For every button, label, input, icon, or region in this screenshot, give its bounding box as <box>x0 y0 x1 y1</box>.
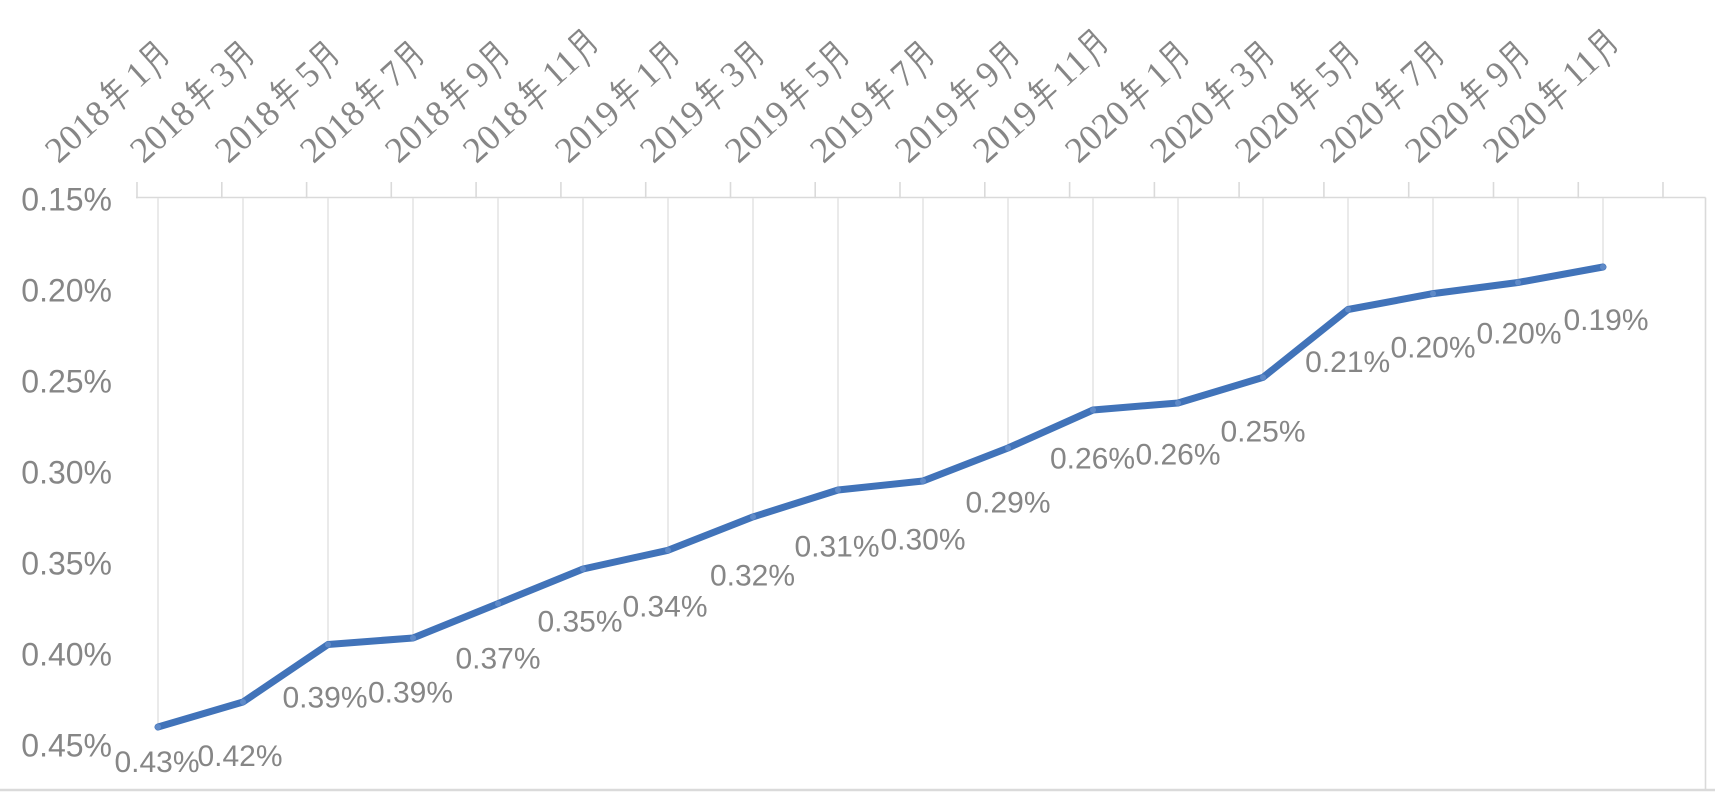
svg-text:0.20%: 0.20% <box>1390 332 1475 365</box>
svg-text:0.30%: 0.30% <box>21 454 112 490</box>
svg-text:0.21%: 0.21% <box>1305 346 1390 379</box>
svg-text:0.31%: 0.31% <box>794 531 879 564</box>
svg-text:0.40%: 0.40% <box>21 636 112 672</box>
svg-text:0.37%: 0.37% <box>455 643 540 676</box>
svg-text:0.25%: 0.25% <box>21 363 112 399</box>
svg-text:0.39%: 0.39% <box>282 682 367 715</box>
svg-text:0.35%: 0.35% <box>537 606 622 639</box>
svg-text:0.32%: 0.32% <box>710 560 795 593</box>
svg-text:0.42%: 0.42% <box>197 740 282 773</box>
svg-text:0.25%: 0.25% <box>1220 415 1305 448</box>
svg-text:0.45%: 0.45% <box>21 727 112 763</box>
svg-text:0.19%: 0.19% <box>1563 304 1648 337</box>
svg-text:0.26%: 0.26% <box>1050 442 1135 475</box>
svg-text:0.20%: 0.20% <box>1476 318 1561 351</box>
svg-text:0.43%: 0.43% <box>114 746 199 779</box>
svg-text:0.20%: 0.20% <box>21 272 112 308</box>
svg-text:0.26%: 0.26% <box>1135 438 1220 471</box>
svg-text:0.15%: 0.15% <box>21 181 112 217</box>
svg-text:0.34%: 0.34% <box>622 591 707 624</box>
svg-text:0.30%: 0.30% <box>880 524 965 557</box>
svg-text:0.39%: 0.39% <box>368 677 453 710</box>
svg-text:0.35%: 0.35% <box>21 545 112 581</box>
svg-text:0.29%: 0.29% <box>965 487 1050 520</box>
